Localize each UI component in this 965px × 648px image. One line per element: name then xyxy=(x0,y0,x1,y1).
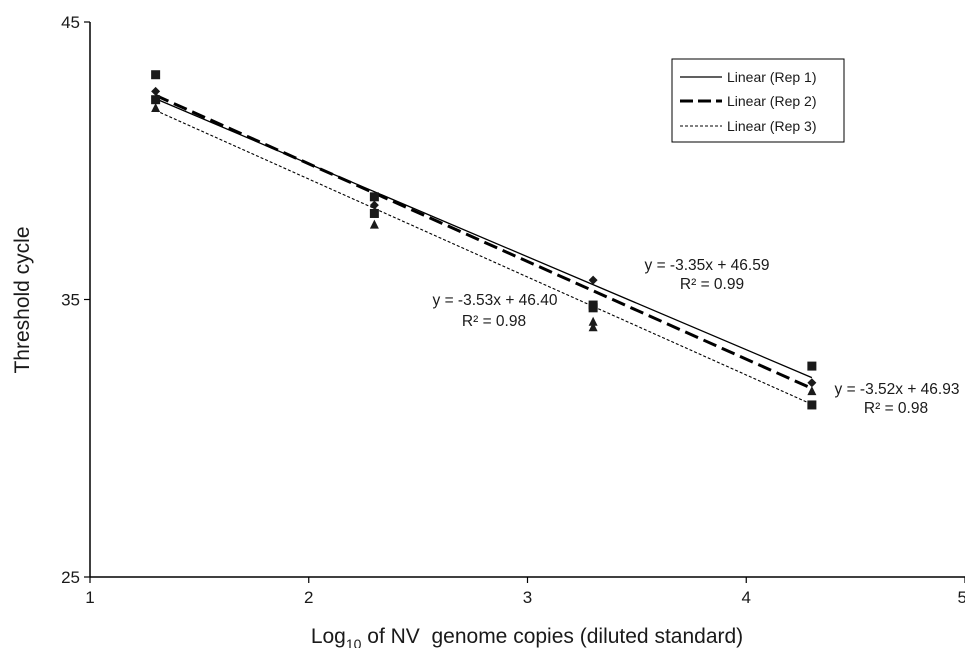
data-points xyxy=(151,70,817,410)
r2-rep1: R² = 0.99 xyxy=(680,276,744,293)
x-tick-label: 1 xyxy=(85,588,94,607)
legend-label-rep1: Linear (Rep 1) xyxy=(727,69,817,85)
data-point-rep1 xyxy=(588,275,598,285)
legend-label-rep3: Linear (Rep 3) xyxy=(727,118,817,134)
y-tick-label: 45 xyxy=(61,13,80,32)
legend-label-rep2: Linear (Rep 2) xyxy=(727,93,817,109)
data-point-rep3 xyxy=(807,386,817,396)
fit-lines xyxy=(155,94,813,405)
data-point-rep2 xyxy=(151,70,161,80)
data-point-rep2 xyxy=(807,361,817,371)
x-tick-label: 3 xyxy=(523,588,532,607)
data-point-rep2 xyxy=(807,400,817,410)
x-axis-title-subscript: 10 xyxy=(346,636,362,648)
equation-rep2: y = -3.52x + 46.93 xyxy=(835,381,960,398)
legend: Linear (Rep 1) Linear (Rep 2) Linear (Re… xyxy=(671,58,845,143)
data-point-rep2 xyxy=(588,303,598,313)
data-point-rep3 xyxy=(151,103,161,113)
x-axis-title-main: Log xyxy=(311,625,346,648)
data-point-rep2 xyxy=(369,208,379,218)
x-tick-label: 2 xyxy=(304,588,313,607)
x-tick-label: 5 xyxy=(958,588,965,607)
data-point-rep3 xyxy=(588,322,598,332)
data-point-rep2 xyxy=(369,192,379,202)
data-point-rep1 xyxy=(369,200,379,210)
x-axis-title: Log10 of NV genome copies (diluted stand… xyxy=(311,625,743,648)
data-point-rep3 xyxy=(369,219,379,229)
equation-rep1: y = -3.35x + 46.59 xyxy=(645,257,770,274)
y-tick-label: 35 xyxy=(61,291,80,310)
equation-rep3: y = -3.53x + 46.40 xyxy=(433,292,558,309)
y-tick-label: 25 xyxy=(61,568,80,587)
data-point-rep3 xyxy=(588,316,598,326)
data-point-rep2 xyxy=(151,95,161,105)
r2-rep3: R² = 0.98 xyxy=(462,313,526,330)
r2-rep2: R² = 0.98 xyxy=(864,400,928,417)
data-point-rep1 xyxy=(807,378,817,388)
data-point-rep1 xyxy=(151,86,161,96)
y-axis-title: Threshold cycle xyxy=(11,226,34,373)
x-axis-title-rest: of NV genome copies (diluted standard) xyxy=(361,625,743,648)
x-tick-label: 4 xyxy=(742,588,751,607)
